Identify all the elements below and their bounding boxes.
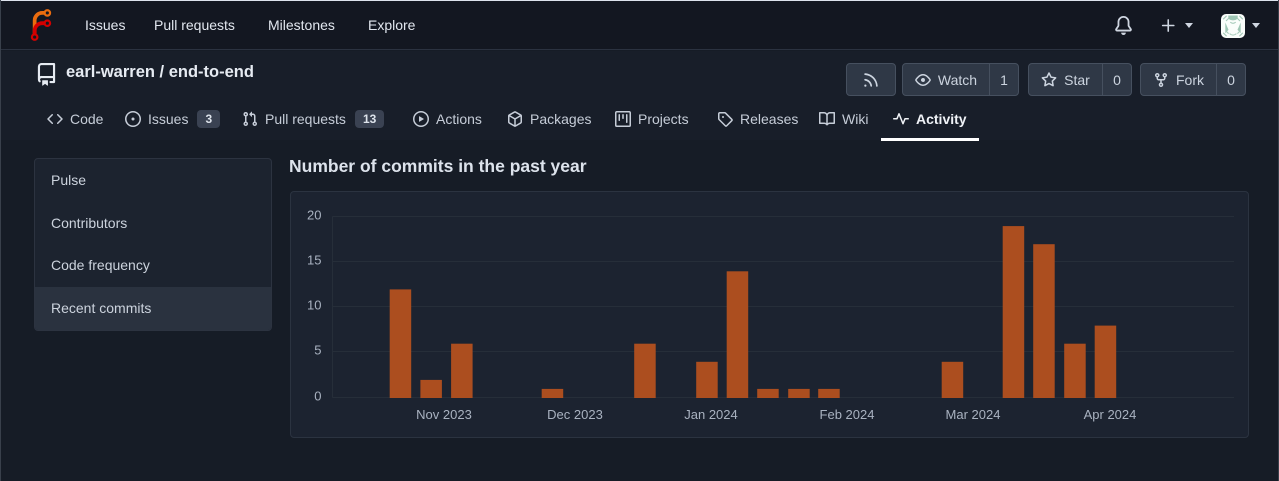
svg-text:20: 20 <box>307 208 321 223</box>
svg-text:Apr 2024: Apr 2024 <box>1084 407 1137 422</box>
svg-text:5: 5 <box>314 343 321 358</box>
svg-text:Dec 2023: Dec 2023 <box>547 407 603 422</box>
svg-text:Feb 2024: Feb 2024 <box>820 407 875 422</box>
svg-text:Nov 2023: Nov 2023 <box>416 407 472 422</box>
svg-text:0: 0 <box>314 389 321 404</box>
svg-text:15: 15 <box>307 253 321 268</box>
svg-text:Jan 2024: Jan 2024 <box>684 407 738 422</box>
svg-text:10: 10 <box>307 298 321 313</box>
svg-text:Mar 2024: Mar 2024 <box>946 407 1001 422</box>
